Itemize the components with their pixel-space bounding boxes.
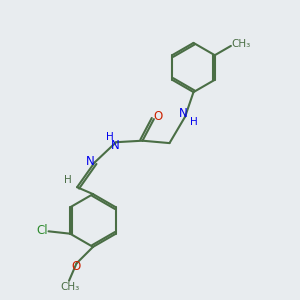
Text: O: O	[154, 110, 163, 123]
Text: H: H	[64, 175, 72, 185]
Text: N: N	[86, 154, 95, 168]
Text: H: H	[190, 117, 197, 127]
Text: CH₃: CH₃	[232, 39, 251, 50]
Text: CH₃: CH₃	[61, 282, 80, 292]
Text: Cl: Cl	[36, 224, 48, 237]
Text: N: N	[111, 139, 120, 152]
Text: N: N	[179, 107, 188, 120]
Text: O: O	[71, 260, 80, 274]
Text: H: H	[106, 132, 114, 142]
